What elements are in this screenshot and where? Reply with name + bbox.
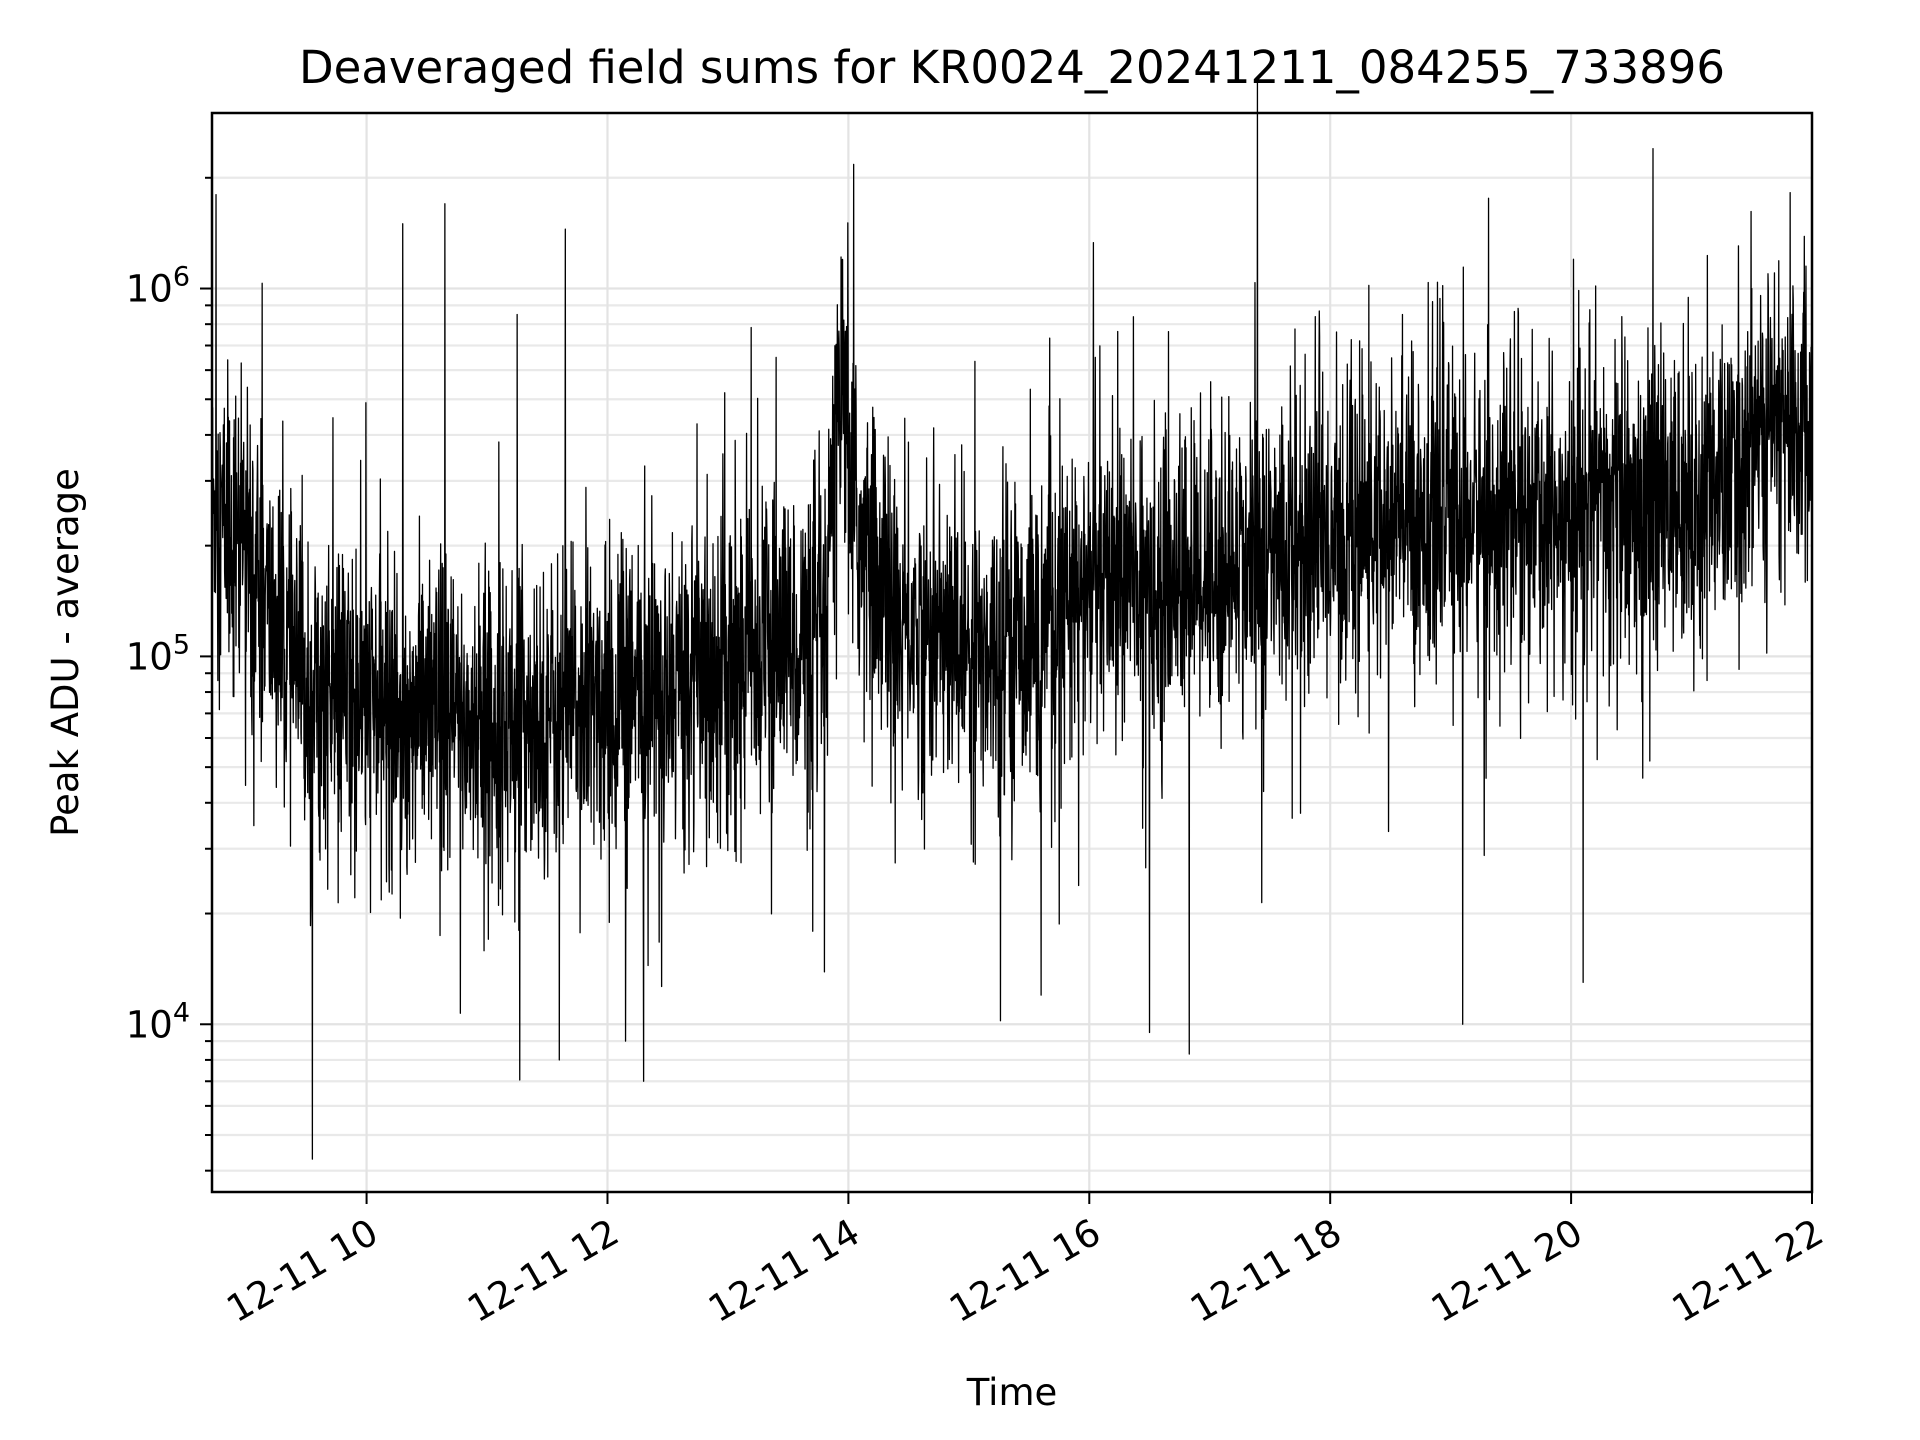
y-tick-label: 104 [126,997,190,1046]
x-axis-label: Time [966,1371,1058,1414]
series-line [211,78,1813,1160]
axes-frame [210,111,1814,1194]
y-tick-label: 106 [126,262,190,311]
data-line [211,78,1813,1160]
chart-title: Deaveraged field sums for KR0024_2024121… [299,41,1725,94]
y-tick-label: 105 [126,629,190,678]
y-axis-label: Peak ADU - average [44,468,87,837]
